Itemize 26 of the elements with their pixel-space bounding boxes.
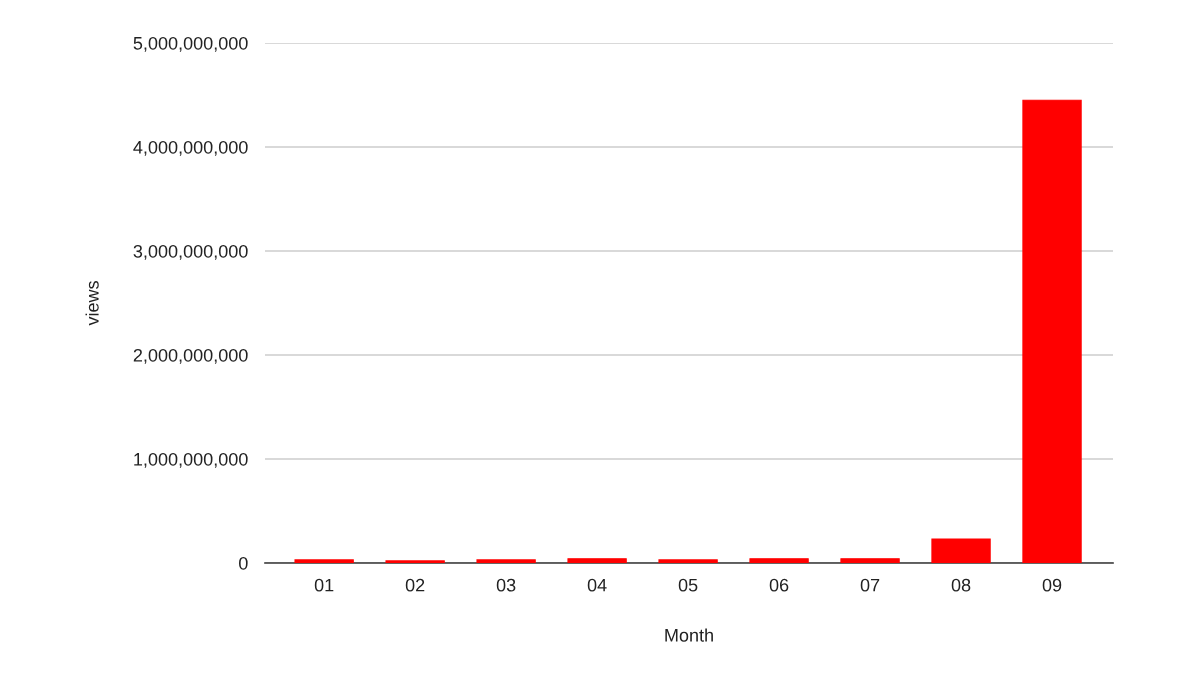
bar — [931, 538, 991, 563]
x-tick-label: 08 — [951, 578, 971, 592]
y-tick-label: 4,000,000,000 — [133, 140, 248, 156]
x-tick-label: 04 — [587, 578, 607, 592]
x-tick-label: 02 — [405, 578, 425, 592]
bar — [658, 559, 718, 563]
bar — [385, 560, 445, 563]
y-tick-label: 3,000,000,000 — [133, 244, 248, 260]
x-tick-label: 09 — [1042, 578, 1062, 592]
x-tick-label: 05 — [678, 578, 698, 592]
bar — [567, 558, 627, 563]
bar — [476, 559, 536, 563]
y-tick-label: 0 — [239, 556, 248, 570]
x-tick-label: 07 — [860, 578, 880, 592]
y-axis-title: views — [85, 281, 99, 326]
y-tick-label: 1,000,000,000 — [134, 452, 248, 468]
x-axis-title: Month — [665, 628, 713, 642]
x-tick-label: 01 — [314, 578, 334, 592]
x-tick-label: 03 — [496, 578, 516, 592]
bar — [294, 559, 354, 563]
bar — [840, 558, 900, 563]
x-tick-label: 06 — [769, 578, 789, 592]
y-tick-label: 5,000,000,000 — [133, 36, 248, 52]
bar — [1022, 99, 1082, 563]
y-tick-label: 2,000,000,000 — [133, 348, 248, 364]
bar — [749, 558, 809, 563]
